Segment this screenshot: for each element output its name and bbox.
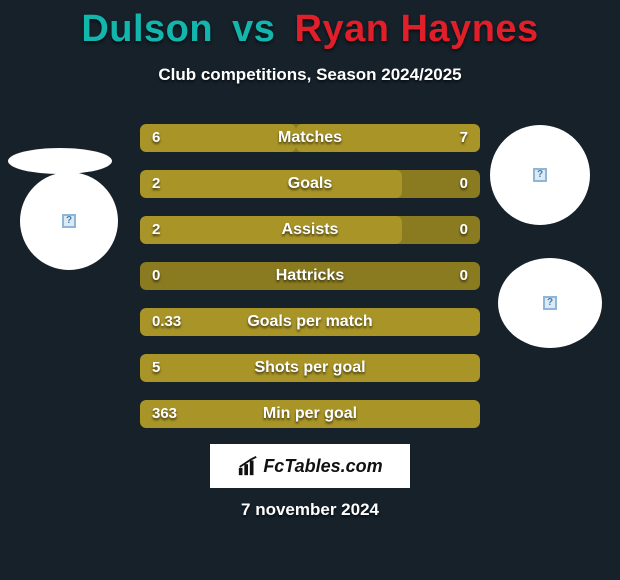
stat-row: 67Matches (140, 124, 480, 152)
stat-label: Assists (140, 216, 480, 244)
stats-panel: 67Matches 20Goals 20Assists 00Hattricks 0.33… (140, 124, 480, 446)
subtitle: Club competitions, Season 2024/2025 (0, 65, 620, 85)
placeholder-icon: ? (543, 296, 557, 310)
fctables-logo-text: FcTables.com (263, 456, 382, 477)
stat-label: Shots per goal (140, 354, 480, 382)
comparison-date: 7 november 2024 (0, 500, 620, 520)
placeholder-icon: ? (533, 168, 547, 182)
player2-crest-2: ? (498, 258, 602, 348)
stat-row: 20Goals (140, 170, 480, 198)
stat-label: Goals per match (140, 308, 480, 336)
player1-crest-shadow (8, 148, 112, 174)
fctables-logo: FcTables.com (210, 444, 410, 488)
player1-crest: ? (20, 172, 118, 270)
stat-label: Matches (140, 124, 480, 152)
stat-row: 0.33Goals per match (140, 308, 480, 336)
player2-name: Ryan Haynes (295, 8, 539, 50)
stat-row: 20Assists (140, 216, 480, 244)
player2-crest: ? (490, 125, 590, 225)
stat-row: 00Hattricks (140, 262, 480, 290)
placeholder-icon: ? (62, 214, 76, 228)
comparison-title: Dulson vs Ryan Haynes (0, 0, 620, 51)
player1-name: Dulson (81, 8, 213, 50)
stat-label: Min per goal (140, 400, 480, 428)
stat-row: 5Shots per goal (140, 354, 480, 382)
title-vs: vs (232, 8, 275, 50)
stat-row: 363Min per goal (140, 400, 480, 428)
stat-label: Goals (140, 170, 480, 198)
stat-label: Hattricks (140, 262, 480, 290)
chart-bars-icon (237, 455, 259, 477)
